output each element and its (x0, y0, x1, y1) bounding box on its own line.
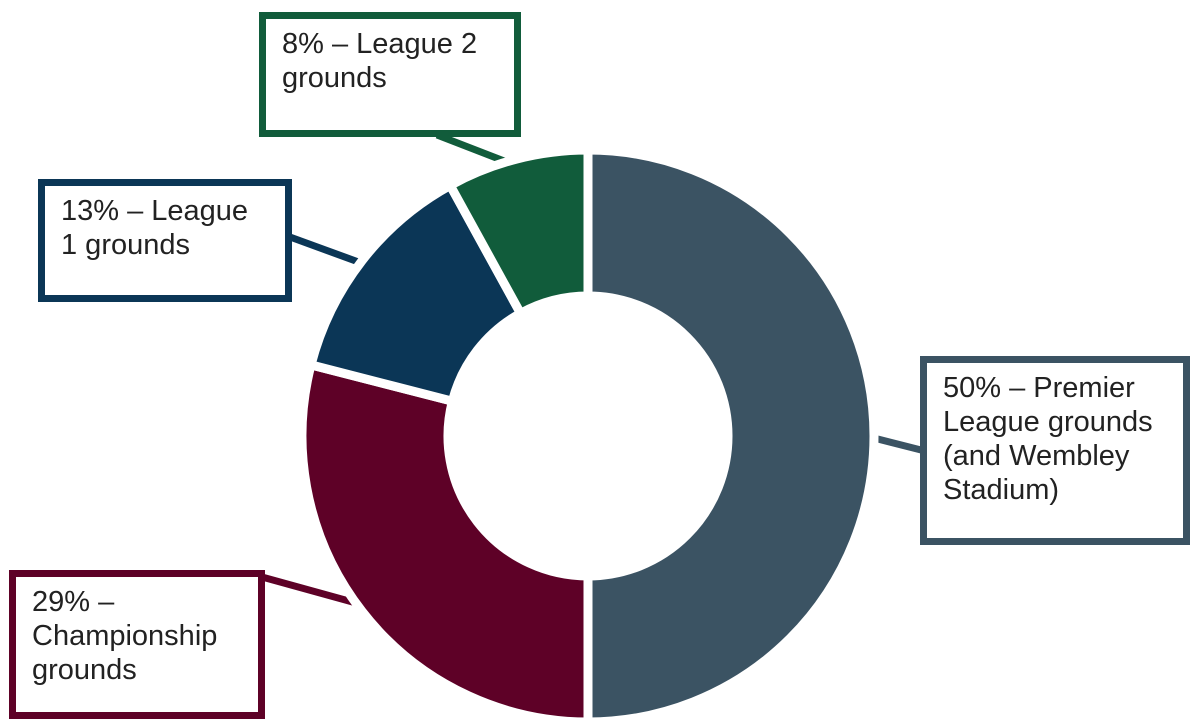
donut-slice (444, 145, 593, 320)
callout-line: 13% – League (61, 195, 249, 227)
callout-league-1: 13% – League 1 grounds (38, 179, 292, 302)
donut-slices (297, 145, 879, 719)
callout-championship: 29% – Championship grounds (9, 570, 265, 719)
callout-line: grounds (32, 654, 137, 686)
callout-line: 8% – League 2 (282, 28, 478, 60)
callout-line: Championship (32, 620, 218, 652)
callout-line: grounds (282, 62, 387, 94)
callout-line: 50% – Premier (943, 372, 1135, 404)
leader-line (288, 233, 370, 269)
callout-line: Stadium) (943, 474, 1060, 506)
callout-line: 29% – (32, 586, 115, 618)
donut-slice (297, 359, 593, 719)
donut-slice (305, 179, 527, 407)
callout-line: League grounds (943, 406, 1153, 438)
callout-line: 1 grounds (61, 229, 190, 261)
callout-line: (and Wembley (943, 440, 1130, 472)
callout-premier-league: 50% – Premier League grounds (and Wemble… (920, 356, 1190, 545)
callout-league-2: 8% – League 2 grounds (259, 12, 521, 137)
donut-slice (583, 145, 879, 719)
